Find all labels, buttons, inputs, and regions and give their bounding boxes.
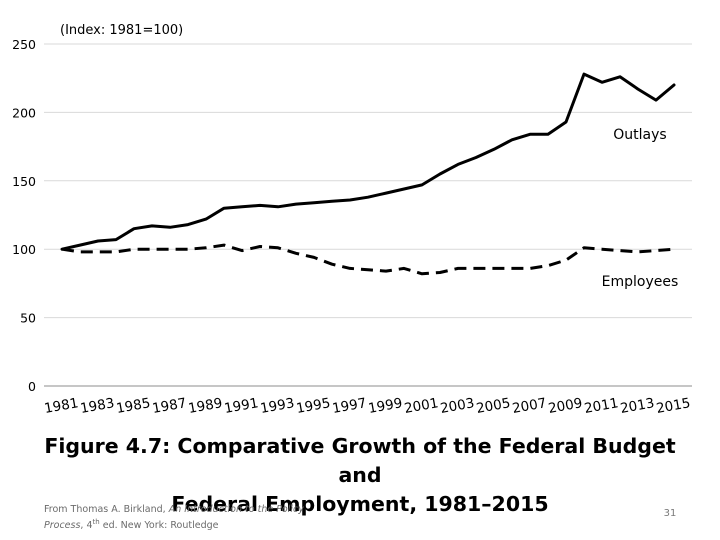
y-tick-label: 100 [12,242,36,257]
y-tick-label: 200 [12,105,36,120]
source-edition: , 4 [80,520,93,532]
figure-caption: Figure 4.7: Comparative Growth of the Fe… [40,432,680,519]
caption-line-2: Federal Employment, 1981–2015 [171,492,549,516]
source-citation: From Thomas A. Birkland, An Introduction… [44,503,344,532]
chart-subtitle: (Index: 1981=100) [60,23,183,38]
x-tick-label: 1987 [151,395,188,417]
source-title-part2: Process [44,520,81,532]
x-tick-label: 1981 [43,395,80,417]
x-tick-label: 1983 [79,395,116,417]
x-tick-label: 1991 [223,395,260,417]
series-line-employees [61,243,675,276]
line-chart: 0 50 100 150 200 250 1981 1983 1985 1987 1989 1991… [12,23,692,417]
caption-line-1: Figure 4.7: Comparative Growth of the Fe… [44,434,676,487]
x-tick-label: 1997 [331,395,368,417]
source-prefix: From Thomas A. Birkland, [44,504,169,515]
x-tick-label: 1993 [259,395,296,417]
x-tick-label: 1999 [367,395,404,417]
source-title-part1: An Introduction to the Policy [168,504,304,515]
x-tick-label: 2015 [655,395,692,417]
source-edition-suffix: th [92,518,100,526]
series-lines [60,72,676,276]
legend-label-outlays: Outlays [613,127,666,143]
y-tick-label: 150 [12,174,36,189]
gridlines [44,43,692,387]
legend-label-employees: Employees [602,274,679,290]
x-tick-label: 1989 [187,395,224,417]
series-line-outlays [60,72,676,251]
y-tick-label: 250 [12,37,36,52]
x-tick-label: 2003 [439,395,476,417]
source-publisher: ed. New York: Routledge [99,520,219,532]
x-tick-label: 2005 [475,395,512,417]
x-tick-label: 2009 [547,395,584,417]
x-tick-label: 1995 [295,395,332,417]
x-tick-label: 2007 [511,395,548,417]
x-tick-label: 2013 [619,395,656,417]
y-tick-label: 50 [20,311,36,326]
x-tick-label: 1985 [115,395,152,417]
y-tick-labels: 0 50 100 150 200 250 [12,37,36,394]
x-tick-label: 2011 [583,395,620,417]
y-tick-label: 0 [28,379,36,394]
x-tick-label: 2001 [403,395,440,417]
slide-number: 31 [663,508,677,519]
x-tick-labels: 1981 1983 1985 1987 1989 1991 1993 1995 1997 1999… [43,395,692,417]
